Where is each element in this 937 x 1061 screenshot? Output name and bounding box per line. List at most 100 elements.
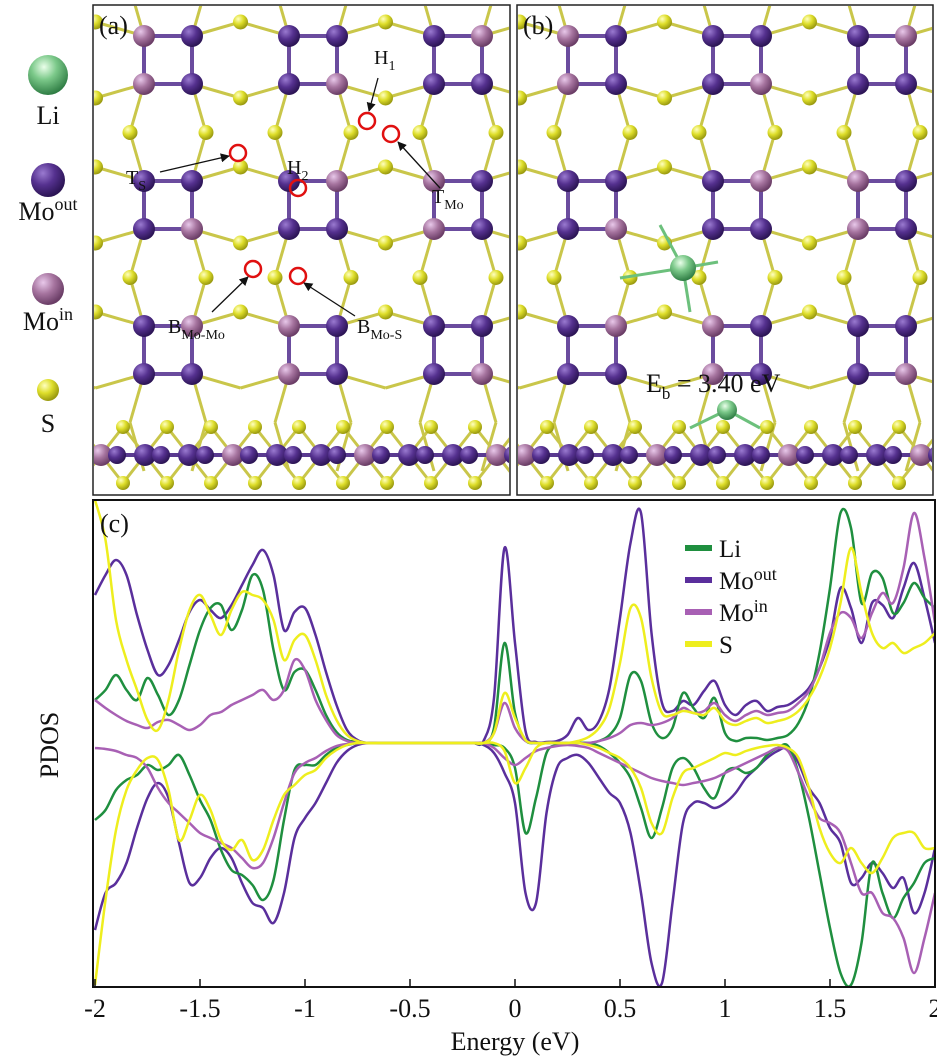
s-atom	[88, 305, 103, 320]
s-atom	[378, 305, 393, 320]
mo-atom	[752, 446, 770, 464]
s-bond	[47, 0, 61, 36]
s-atom	[233, 305, 248, 320]
atom-label-sup: out	[55, 194, 78, 214]
site-marker	[383, 126, 399, 142]
s-atom	[116, 420, 130, 434]
mo-atom	[557, 218, 579, 240]
mo-atom	[423, 25, 445, 47]
pdos-line	[95, 743, 935, 987]
mo-atom	[847, 218, 869, 240]
be-rest: = 3.40 eV	[670, 369, 780, 398]
mo-atom	[847, 315, 869, 337]
li-atom	[670, 255, 696, 281]
mo-atom	[702, 315, 724, 337]
s-atom	[848, 476, 862, 490]
legend-label-main: Mo	[719, 568, 754, 595]
s-atom	[489, 270, 504, 285]
mo-atom	[0, 315, 10, 337]
s-bond	[47, 22, 96, 36]
mo-atom	[532, 446, 550, 464]
s-atom	[672, 420, 686, 434]
mo-atom	[326, 218, 348, 240]
s-atom	[672, 476, 686, 490]
pdos-line	[95, 743, 935, 986]
mo-atom	[181, 218, 203, 240]
s-atom	[380, 420, 394, 434]
s-bond	[47, 229, 61, 278]
s-atom	[802, 160, 817, 175]
mo-atom	[240, 446, 258, 464]
s-atom	[802, 236, 817, 251]
s-atom	[199, 270, 214, 285]
atom-label-base: Mo	[18, 197, 54, 226]
legend: LiMooutMoinS	[685, 536, 777, 659]
site-label-sub: Mo-Mo	[181, 328, 225, 343]
s-atom	[802, 305, 817, 320]
s-atom	[268, 125, 283, 140]
x-tick-label: 1.5	[814, 994, 847, 1023]
mo-atom	[895, 170, 917, 192]
site-label-main: T	[126, 167, 138, 189]
arrow	[398, 142, 440, 188]
s-atom	[72, 420, 86, 434]
s-atom	[233, 91, 248, 106]
s-atom	[204, 476, 218, 490]
mo-atom	[471, 170, 493, 192]
mo-atom	[133, 218, 155, 240]
mo-atom	[605, 315, 627, 337]
mo-atom	[750, 315, 772, 337]
s-atom	[292, 476, 306, 490]
be-sub: b	[662, 384, 671, 403]
s-atom	[512, 160, 527, 175]
site-label-sub: S	[138, 179, 146, 194]
s-atom	[336, 420, 350, 434]
mo-atom	[471, 218, 493, 240]
s-atom	[378, 91, 393, 106]
mo-atom	[620, 446, 638, 464]
s-atom	[716, 476, 730, 490]
pdos-line	[95, 742, 935, 985]
li-atom-icon	[28, 55, 68, 95]
pdos-line	[95, 509, 935, 744]
x-tick-label: -2	[84, 994, 106, 1023]
s-atom	[584, 476, 598, 490]
x-tick-label: 0.5	[604, 994, 637, 1023]
s-atom	[892, 420, 906, 434]
s-atom	[116, 476, 130, 490]
mo-atom	[133, 25, 155, 47]
be-main: E	[646, 369, 662, 398]
site-label-main: H	[374, 47, 388, 69]
site-marker	[290, 268, 306, 284]
site-marker	[359, 113, 375, 129]
site-label: H1	[374, 47, 395, 74]
mo-atom	[278, 315, 300, 337]
atom-label-base: Mo	[23, 307, 59, 336]
s-atom	[233, 236, 248, 251]
mo-atom	[423, 73, 445, 95]
s-atom	[344, 125, 359, 140]
mo-atom	[0, 363, 10, 385]
s-atom	[913, 125, 928, 140]
site-label-sub: 2	[301, 169, 308, 184]
mo-atom	[326, 25, 348, 47]
s-atom	[760, 420, 774, 434]
site-markers	[230, 113, 399, 284]
site-marker	[230, 145, 246, 161]
mo-atom	[181, 170, 203, 192]
s-atom	[468, 420, 482, 434]
site-label-main: B	[168, 316, 181, 338]
mo-atom	[702, 218, 724, 240]
mo-atom	[750, 218, 772, 240]
site-label-sub: Mo-S	[370, 328, 402, 343]
s-atom	[378, 160, 393, 175]
mo-atom	[471, 315, 493, 337]
mo-atom	[847, 73, 869, 95]
s-atom	[657, 91, 672, 106]
side-view	[72, 420, 541, 490]
s-atom	[88, 236, 103, 251]
s-atom	[268, 270, 283, 285]
s-atom	[512, 91, 527, 106]
site-label-main: H	[287, 157, 301, 179]
s-atom	[248, 420, 262, 434]
